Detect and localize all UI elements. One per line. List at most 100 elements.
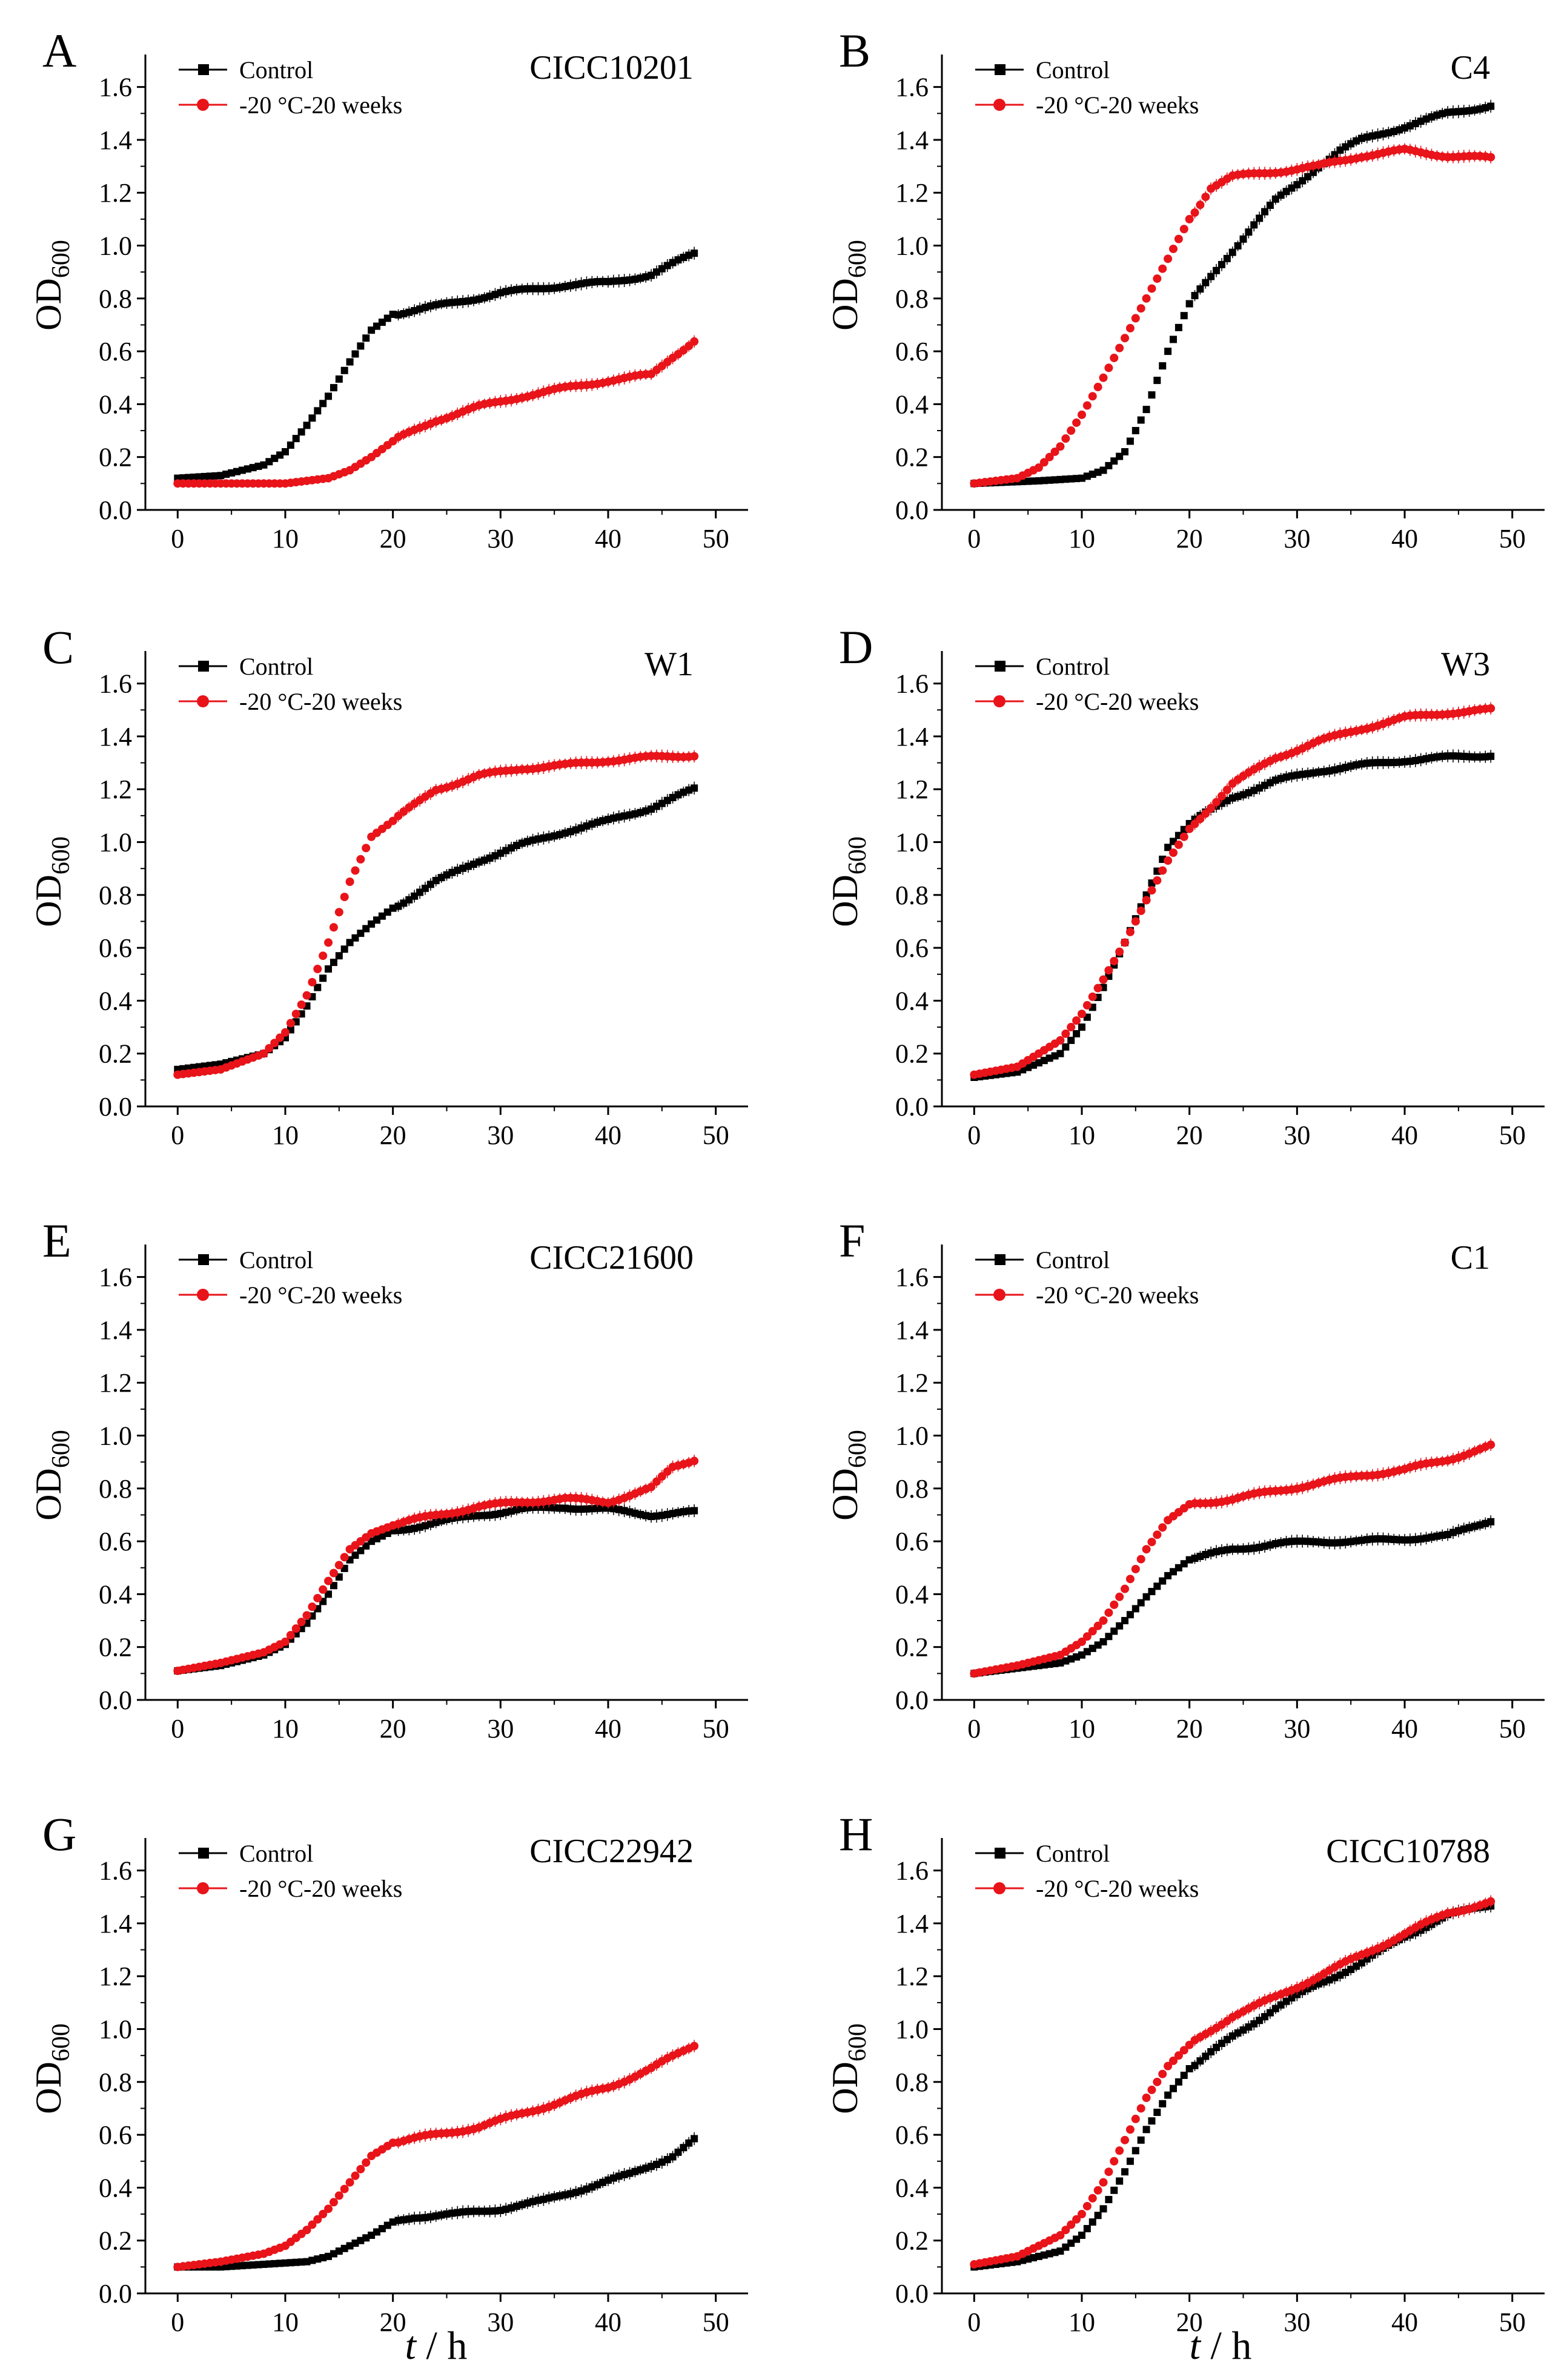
- panel-b-point-treated: [1039, 458, 1049, 467]
- panel-e-point-treated: [329, 1568, 338, 1578]
- x-axis-title-left: t / h: [405, 2324, 468, 2368]
- panel-f-ytick-label: 0.0: [895, 1685, 929, 1715]
- panel-g-point-treated: [329, 2198, 338, 2207]
- panel-b-point-treated: [1104, 363, 1113, 372]
- panel-h-point-treated: [1147, 2085, 1156, 2094]
- panel-f-strain-label: C1: [1451, 1239, 1490, 1277]
- panel-h-point-treated: [1158, 2069, 1167, 2078]
- panel-h: 0.0 0.2 0.4 0.6 0.8 1.0 1.2 1.4 1.6 0 10 20 30 40 50 OD…: [825, 1808, 1545, 2337]
- panel-b-point-control: [1148, 391, 1156, 399]
- panel-c-xtick-label: 40: [595, 1120, 621, 1150]
- panel-c-point-treated: [276, 1033, 285, 1042]
- panel-h-point-control: [1078, 2231, 1085, 2239]
- panel-d-point-treated: [1196, 815, 1205, 824]
- panel-b-point-treated: [1082, 401, 1092, 410]
- panel-b-ytick-label: 0.0: [895, 495, 929, 525]
- panel-b-point-treated: [1050, 447, 1059, 456]
- panel-g-xtick-label: 50: [703, 2307, 729, 2337]
- panel-h-point-treated: [1142, 2094, 1151, 2103]
- panel-g-xtick-label: 20: [380, 2307, 406, 2337]
- panel-a-y-axis-title: OD600: [28, 240, 75, 331]
- panel-f-point-treated: [1153, 1530, 1162, 1539]
- panel-e-point-treated: [647, 1483, 656, 1492]
- panel-f-point-treated: [1104, 1608, 1113, 1617]
- panel-f-ytick-label: 0.4: [895, 1579, 929, 1609]
- panel-h-point-treated: [1056, 2230, 1065, 2240]
- panel-c-point-treated: [280, 1028, 290, 1037]
- panel-b-point-treated: [1056, 442, 1065, 451]
- panel-f-point-control: [1137, 1599, 1145, 1607]
- panel-d-point-control: [1056, 1050, 1064, 1057]
- panel-e-point-control: [325, 1590, 333, 1598]
- panel-f-y-axis-title: OD600: [825, 1430, 872, 1521]
- panel-b-point-treated: [1174, 234, 1183, 243]
- panel-b-point-treated: [1061, 434, 1070, 443]
- panel-h-point-treated: [1486, 1897, 1496, 1906]
- panel-h-point-treated: [1153, 2077, 1162, 2086]
- panel-b-legend-marker-treated: [993, 99, 1005, 111]
- panel-b-point-treated: [1158, 264, 1167, 273]
- panel-d-point-treated: [1121, 938, 1130, 947]
- panel-g-ytick-label: 0.4: [99, 2173, 132, 2203]
- panel-h-strain-label: CICC10788: [1326, 1833, 1490, 1870]
- panel-a-ytick-label: 1.0: [99, 231, 132, 261]
- panel-b-point-treated: [1153, 274, 1162, 283]
- panel-c-series-treated: [173, 749, 699, 1079]
- panel-a-ytick-label: 0.8: [99, 284, 132, 314]
- panel-g-ytick-label: 1.0: [99, 2015, 132, 2044]
- panel-e-point-treated: [291, 1624, 300, 1633]
- panel-b-point-control: [1487, 102, 1495, 110]
- panel-d-ytick-label: 1.6: [895, 669, 929, 699]
- panel-c-point-treated: [329, 923, 338, 932]
- panel-g-y-axis-title: OD600: [28, 2023, 75, 2114]
- panel-f-xtick-label: 30: [1284, 1714, 1310, 1744]
- panel-e-point-treated: [308, 1602, 317, 1611]
- panel-h-point-control: [1110, 2186, 1118, 2194]
- panel-g-xtick-label: 40: [595, 2307, 621, 2337]
- panel-a-point-control: [615, 277, 623, 285]
- panel-e-xtick-label: 0: [171, 1714, 184, 1744]
- panel-h-point-treated: [1179, 2046, 1188, 2055]
- panel-a-legend-label: Control: [239, 56, 313, 84]
- panel-c-point-treated: [302, 991, 311, 1000]
- panel-d-point-control: [1487, 752, 1495, 760]
- panel-f-series-control: [970, 1515, 1495, 1678]
- panel-g-strain-label: CICC22942: [529, 1833, 694, 1870]
- panel-a-point-control: [292, 435, 300, 443]
- panel-g-ytick-label: 1.2: [99, 1962, 132, 1991]
- panel-b-point-control: [1266, 201, 1274, 209]
- panel-c-point-control: [691, 784, 698, 792]
- panel-h-xtick-label: 50: [1499, 2307, 1526, 2337]
- panel-d-ytick-label: 0.8: [895, 881, 929, 910]
- panel-f-letter: F: [839, 1214, 865, 1267]
- panel-b-point-control: [1217, 260, 1225, 268]
- panel-c-ytick-label: 1.4: [99, 722, 132, 752]
- panel-f-xtick-label: 10: [1068, 1714, 1095, 1744]
- panel-c-series-control: [174, 781, 698, 1073]
- panel-b-y-axis-title: OD600: [825, 240, 872, 331]
- panel-c-letter: C: [42, 621, 74, 673]
- panel-e-ytick-label: 1.6: [99, 1263, 132, 1292]
- panel-g-ytick-label: 1.6: [99, 1856, 132, 1886]
- panel-h-series-control: [970, 1899, 1495, 2271]
- panel-h-point-control: [1094, 2212, 1102, 2220]
- panel-h-xtick-label: 40: [1391, 2307, 1418, 2337]
- panel-h-point-treated: [1088, 2193, 1097, 2203]
- panel-b-point-treated: [1486, 153, 1496, 162]
- panel-d-point-treated: [1088, 992, 1097, 1001]
- panel-g-point-treated: [345, 2178, 354, 2187]
- panel-d-series-treated: [970, 702, 1496, 1079]
- panel-b-point-treated: [1201, 193, 1210, 202]
- panel-c-point-treated: [313, 965, 322, 974]
- panel-d-point-treated: [1142, 896, 1151, 905]
- panel-b: 0.0 0.2 0.4 0.6 0.8 1.0 1.2 1.4 1.6 0 10 20 30 40 50 OD…: [825, 24, 1545, 554]
- panel-b-ytick-label: 0.6: [895, 337, 929, 366]
- panel-e-point-treated: [340, 1553, 349, 1562]
- panel-d-point-treated: [1125, 927, 1135, 936]
- panel-d-ytick-label: 0.4: [895, 986, 929, 1016]
- panel-b-point-control: [1170, 336, 1178, 343]
- panel-a-series-treated: [173, 335, 699, 488]
- panel-a-point-control: [325, 392, 333, 400]
- panel-a-ytick-label: 1.2: [99, 178, 132, 208]
